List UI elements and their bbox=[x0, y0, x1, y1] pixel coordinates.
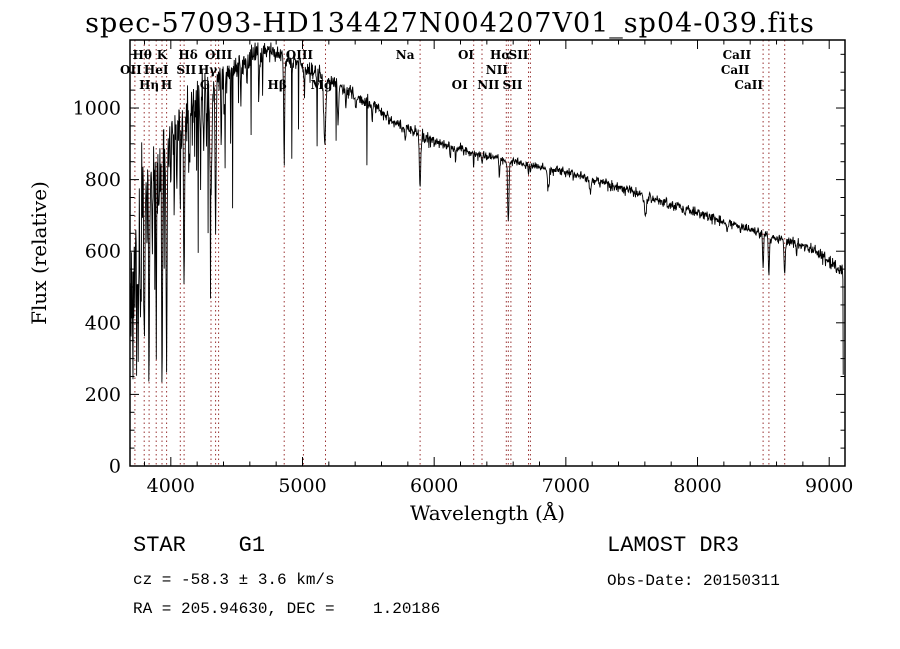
spectral-line-label: Mg bbox=[311, 78, 333, 92]
spectral-line-label: OIII bbox=[286, 48, 314, 62]
spectral-line-label: Na bbox=[396, 48, 415, 62]
spectral-line-label: OII bbox=[120, 63, 142, 77]
spectral-line-label: Hγ bbox=[198, 63, 217, 77]
radial-velocity-text: cz = -58.3 ± 3.6 km/s bbox=[133, 571, 335, 589]
classification-text: STAR G1 bbox=[133, 533, 266, 558]
spectral-line-label: Hδ bbox=[178, 48, 197, 62]
obs-date-text: Obs-Date: 20150311 bbox=[607, 572, 780, 590]
spectral-line-label: OI bbox=[452, 78, 468, 92]
plot-title: spec-57093-HD134427N004207V01_sp04-039.f… bbox=[85, 8, 815, 39]
spectral-line-label: CaII bbox=[723, 48, 752, 62]
spectral-line-label: K bbox=[157, 48, 168, 62]
y-axis-title: Flux (relative) bbox=[27, 181, 51, 325]
spectral-line-label: NII bbox=[486, 63, 509, 77]
x-tick-label: 8000 bbox=[673, 475, 721, 497]
x-tick-label: 7000 bbox=[542, 475, 590, 497]
spectral-line-label: OI bbox=[458, 48, 474, 62]
spectral-line-label: SII bbox=[508, 48, 528, 62]
axes bbox=[129, 39, 846, 467]
spectral-line-label: CaII bbox=[734, 78, 763, 92]
spectral-line-label: Hβ bbox=[268, 78, 287, 92]
y-tick-label: 200 bbox=[85, 384, 121, 406]
y-tick-label: 600 bbox=[85, 241, 121, 263]
x-tick-label: 9000 bbox=[805, 475, 853, 497]
y-tick-label: 1000 bbox=[73, 98, 121, 120]
spectral-line-label: NII bbox=[477, 78, 500, 92]
spectral-line-label: H bbox=[161, 78, 172, 92]
spectral-line-label: SII bbox=[176, 63, 196, 77]
x-tick-label: 6000 bbox=[410, 475, 458, 497]
y-tick-label: 0 bbox=[109, 456, 121, 478]
spectral-line-label: OIII bbox=[205, 48, 233, 62]
spectral-line-label: Hα bbox=[490, 48, 511, 62]
y-tick-label: 400 bbox=[85, 312, 121, 334]
tick-labels: 4000 5000 6000 7000 8000 9000 0 200 400 600 800 100… bbox=[73, 98, 854, 498]
plot-frame bbox=[129, 39, 846, 467]
spectral-line-label: Hθ bbox=[133, 48, 152, 62]
x-tick-label: 5000 bbox=[278, 475, 326, 497]
y-tick-label: 800 bbox=[85, 169, 121, 191]
spectral-line-label: Hη bbox=[139, 78, 159, 92]
spectral-line-label: SII bbox=[503, 78, 523, 92]
coordinates-text: RA = 205.94630, DEC = 1.20186 bbox=[133, 600, 441, 618]
spectral-line-label: HeI bbox=[144, 63, 169, 77]
flux-curve bbox=[129, 42, 844, 383]
spectral-line-label: CaII bbox=[721, 63, 750, 77]
x-tick-label: 4000 bbox=[147, 475, 195, 497]
spectral-line-label: G bbox=[200, 78, 210, 92]
x-axis-title: Wavelength (Å) bbox=[410, 500, 565, 525]
survey-text: LAMOST DR3 bbox=[607, 533, 740, 558]
